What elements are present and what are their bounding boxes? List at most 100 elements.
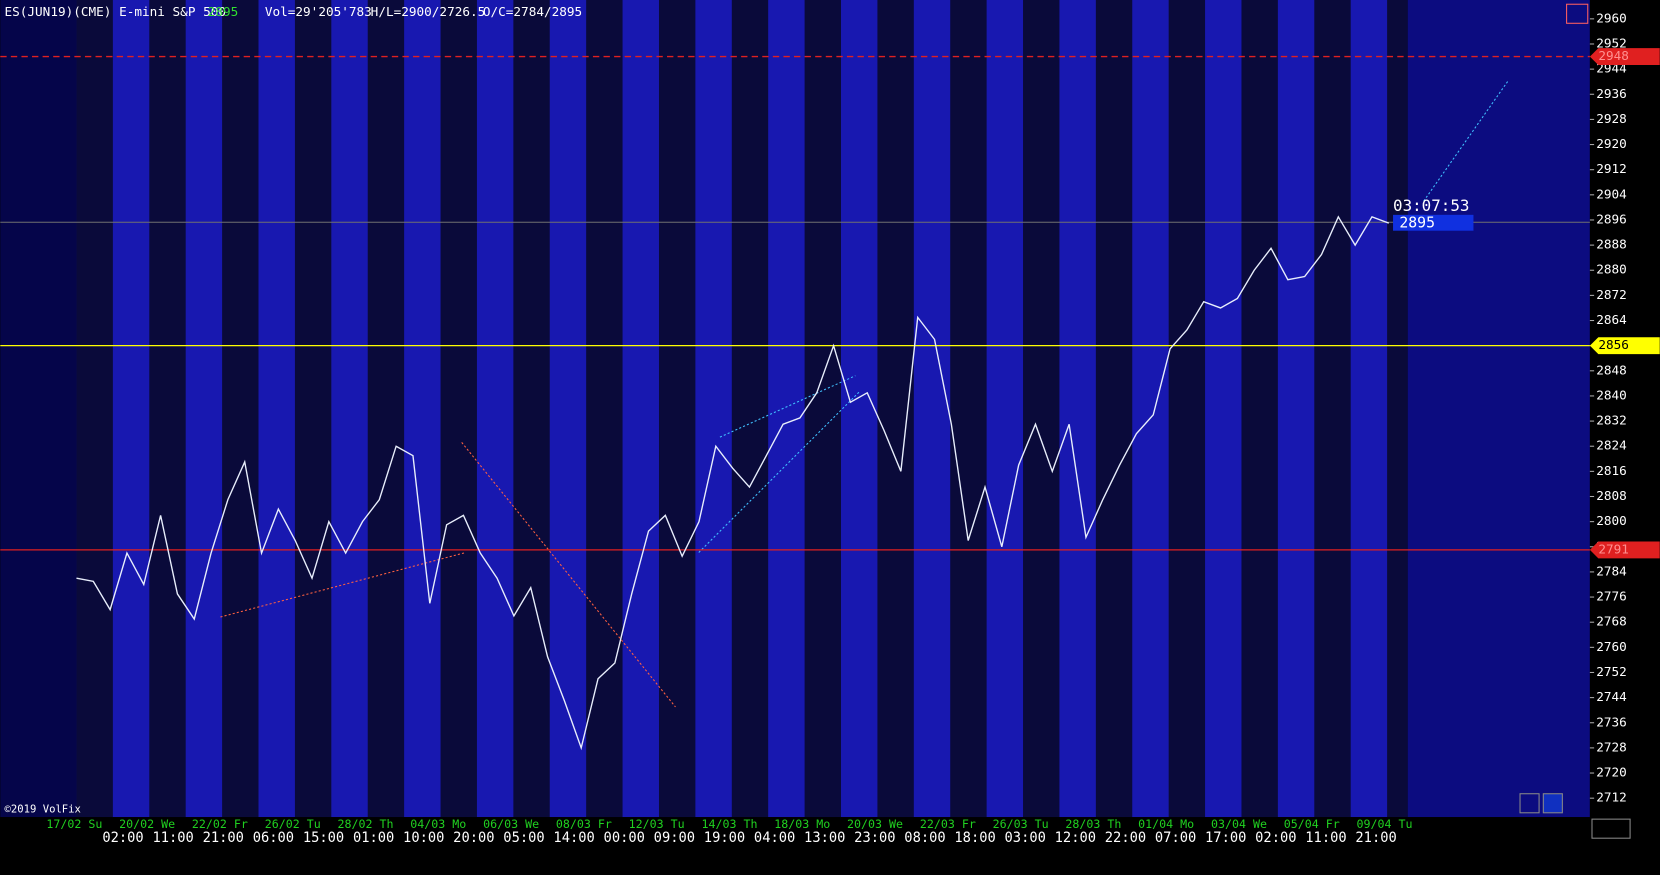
time-label: 22:00 bbox=[1105, 830, 1146, 846]
date-label: 06/03 We bbox=[483, 817, 539, 831]
y-tick-label: 2808 bbox=[1596, 488, 1627, 503]
y-tick-label: 2768 bbox=[1596, 614, 1627, 629]
y-tick-label: 2840 bbox=[1596, 387, 1627, 402]
y-tick-label: 2784 bbox=[1596, 563, 1627, 578]
time-label: 15:00 bbox=[303, 830, 344, 846]
price-tag bbox=[1393, 214, 1474, 231]
y-tick-label: 2760 bbox=[1596, 639, 1627, 654]
trend-line bbox=[719, 375, 856, 438]
timer: 03:07:53 bbox=[1393, 196, 1469, 215]
date-label: 04/03 Mo bbox=[410, 817, 466, 831]
time-label: 07:00 bbox=[1155, 830, 1196, 846]
time-label: 23:00 bbox=[854, 830, 895, 846]
time-label: 09:00 bbox=[654, 830, 695, 846]
date-label: 12/03 Tu bbox=[629, 817, 685, 831]
open-close: O/C=2784/2895 bbox=[483, 4, 582, 19]
trend-line bbox=[461, 442, 676, 708]
time-label: 05:00 bbox=[503, 830, 544, 846]
y-tick-label: 2848 bbox=[1596, 362, 1627, 377]
time-label: 12:00 bbox=[1055, 830, 1096, 846]
time-label: 02:00 bbox=[102, 830, 143, 846]
y-axis-panel bbox=[1589, 0, 1660, 871]
date-label: 20/02 We bbox=[119, 817, 175, 831]
date-label: 05/04 Fr bbox=[1284, 817, 1340, 831]
high-low: H/L=2900/2726.5 bbox=[371, 4, 486, 19]
time-label: 21:00 bbox=[1355, 830, 1396, 846]
time-label: 08:00 bbox=[904, 830, 945, 846]
y-tick-label: 2736 bbox=[1596, 714, 1627, 729]
y-tick-label: 2960 bbox=[1596, 10, 1627, 25]
time-label: 19:00 bbox=[704, 830, 745, 846]
date-label: 17/02 Su bbox=[46, 817, 102, 831]
future-area bbox=[1407, 0, 1590, 818]
date-label: 18/03 Mo bbox=[774, 817, 830, 831]
time-label: 06:00 bbox=[253, 830, 294, 846]
y-tick-label: 2752 bbox=[1596, 664, 1627, 679]
y-tick-label: 2952 bbox=[1596, 35, 1627, 50]
symbol: ES(JUN19)(CME) E-mini S&P 500 bbox=[5, 4, 227, 19]
time-label: 04:00 bbox=[754, 830, 795, 846]
time-label: 01:00 bbox=[353, 830, 394, 846]
y-tick-label: 2936 bbox=[1596, 86, 1627, 101]
y-tick-label: 2720 bbox=[1596, 765, 1627, 780]
last-price: 2895 bbox=[208, 4, 239, 19]
y-tick-label: 2912 bbox=[1596, 161, 1627, 176]
copyright: ©2019 VolFix bbox=[5, 804, 81, 816]
time-label: 11:00 bbox=[1305, 830, 1346, 846]
session-stripes bbox=[76, 0, 1408, 818]
layout-button[interactable] bbox=[1542, 793, 1563, 814]
projection-line bbox=[1423, 80, 1509, 202]
date-label: 26/03 Tu bbox=[993, 817, 1049, 831]
time-label: 11:00 bbox=[152, 830, 193, 846]
time-label: 18:00 bbox=[954, 830, 995, 846]
y-tick-label: 2904 bbox=[1596, 186, 1627, 201]
level-label: 2791 bbox=[1598, 541, 1629, 556]
y-tick-label: 2816 bbox=[1596, 463, 1627, 478]
y-tick-label: 2864 bbox=[1596, 312, 1627, 327]
y-tick-label: 2824 bbox=[1596, 438, 1627, 453]
time-label: 20:00 bbox=[453, 830, 494, 846]
y-tick-label: 2880 bbox=[1596, 262, 1627, 277]
y-tick-label: 2712 bbox=[1596, 790, 1627, 805]
level-tag bbox=[1589, 541, 1660, 559]
level-tag bbox=[1589, 337, 1660, 355]
scroll-button[interactable] bbox=[1591, 818, 1631, 839]
time-label: 17:00 bbox=[1205, 830, 1246, 846]
time-label: 10:00 bbox=[403, 830, 444, 846]
tool-button[interactable] bbox=[1566, 3, 1589, 24]
price-tag-text: 2895 bbox=[1399, 214, 1435, 231]
time-label: 14:00 bbox=[553, 830, 594, 846]
time-label: 03:00 bbox=[1005, 830, 1046, 846]
y-tick-label: 2928 bbox=[1596, 111, 1627, 126]
volume: Vol=29'205'783 bbox=[265, 4, 372, 19]
y-tick-label: 2872 bbox=[1596, 287, 1627, 302]
y-tick-label: 2800 bbox=[1596, 513, 1627, 528]
time-label: 13:00 bbox=[804, 830, 845, 846]
level-label: 2948 bbox=[1598, 48, 1629, 63]
level-tag bbox=[1589, 48, 1660, 66]
date-label: 14/03 Th bbox=[701, 817, 757, 831]
date-label: 08/03 Fr bbox=[556, 817, 612, 831]
time-label: 21:00 bbox=[203, 830, 244, 846]
y-tick-label: 2896 bbox=[1596, 211, 1627, 226]
layout-button[interactable] bbox=[1519, 793, 1540, 814]
date-label: 01/04 Mo bbox=[1138, 817, 1194, 831]
date-label: 03/04 We bbox=[1211, 817, 1267, 831]
date-label: 28/02 Th bbox=[338, 817, 394, 831]
y-tick-label: 2776 bbox=[1596, 589, 1627, 604]
y-tick-label: 2920 bbox=[1596, 136, 1627, 151]
date-label: 28/03 Th bbox=[1065, 817, 1121, 831]
date-label: 22/03 Fr bbox=[920, 817, 976, 831]
y-tick-label: 2728 bbox=[1596, 739, 1627, 754]
price-line bbox=[76, 215, 1390, 751]
time-label: 00:00 bbox=[604, 830, 645, 846]
date-label: 26/02 Tu bbox=[265, 817, 321, 831]
y-tick-label: 2888 bbox=[1596, 237, 1627, 252]
date-label: 22/02 Fr bbox=[192, 817, 248, 831]
date-label: 09/04 Tu bbox=[1357, 817, 1413, 831]
y-tick-label: 2832 bbox=[1596, 413, 1627, 428]
date-label: 20/03 We bbox=[847, 817, 903, 831]
y-tick-label: 2744 bbox=[1596, 689, 1627, 704]
